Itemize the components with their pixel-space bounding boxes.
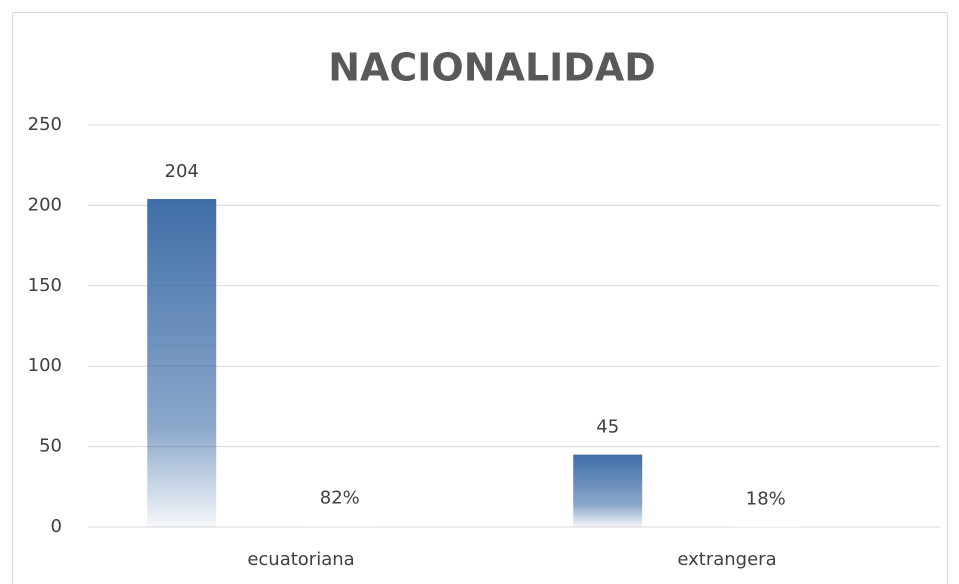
y-tick-label: 100 [28, 355, 62, 376]
x-tick-label: extrangera [677, 549, 776, 570]
y-tick-label: 200 [28, 194, 62, 215]
y-tick-label: 150 [28, 275, 62, 296]
data-label: 18% [746, 489, 786, 510]
y-tick-label: 250 [28, 114, 62, 135]
y-tick-label: 50 [39, 436, 62, 457]
data-label: 45 [596, 417, 619, 438]
bar [305, 525, 375, 527]
chart-title: NACIONALIDAD [328, 46, 656, 90]
bar [147, 198, 217, 527]
bar [573, 454, 643, 527]
x-tick-label: ecuatoriana [247, 549, 354, 570]
data-label: 82% [320, 488, 360, 509]
y-tick-label: 0 [51, 516, 62, 537]
data-label: 204 [165, 161, 199, 182]
